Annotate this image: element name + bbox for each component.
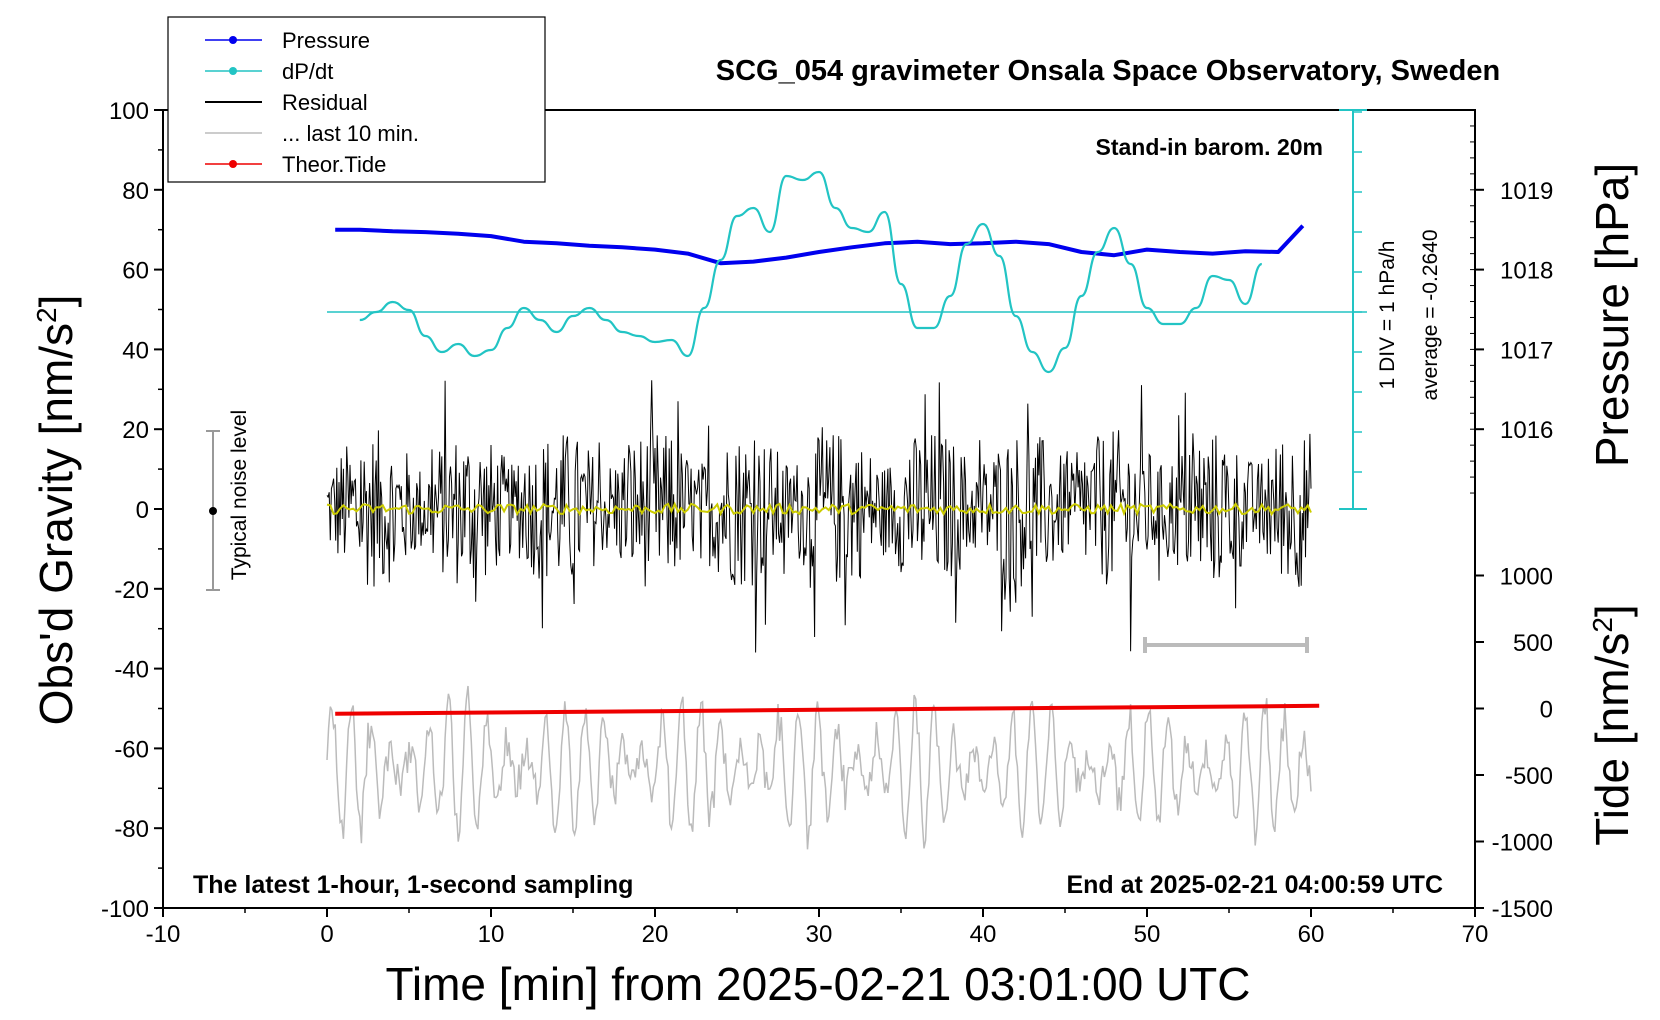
y-tick-label: 80 [122, 178, 149, 205]
pressure-tick-label: 1016 [1500, 417, 1553, 444]
legend-label: dP/dt [282, 59, 333, 84]
legend-label: ... last 10 min. [282, 121, 419, 146]
y-axis-pressure-label: Pressure [hPa] [1586, 163, 1638, 467]
chart-title: SCG_054 gravimeter Onsala Space Observat… [716, 55, 1500, 87]
x-axis: -10 0 10 20 30 40 50 60 70 [146, 908, 1489, 948]
tide-tick-label: 0 [1540, 697, 1553, 724]
tide-tick-label: -1000 [1492, 830, 1553, 857]
pressure-tick-label: 1017 [1500, 337, 1553, 364]
y-tick-label: -80 [114, 816, 149, 843]
tide-tick-label: -1500 [1492, 896, 1553, 923]
x-tick-label: 50 [1134, 921, 1161, 948]
pressure-tick-label: 1018 [1500, 258, 1553, 285]
smoothed-residual-line [326, 501, 1312, 517]
barometer-note: Stand-in barom. 20m [1096, 134, 1323, 160]
dpdt-scale [327, 109, 1367, 510]
noise-level-label: Typical noise level [228, 410, 251, 580]
y-tick-label: 100 [109, 98, 149, 125]
legend-label: Residual [282, 90, 368, 115]
x-tick-label: 20 [642, 921, 669, 948]
tide-tick-label: -500 [1505, 763, 1553, 790]
legend-marker [229, 160, 237, 168]
x-tick-label: 10 [478, 921, 505, 948]
y-tick-label: -60 [114, 736, 149, 763]
noise-level-marker [206, 430, 220, 591]
tide-tick-label: 1000 [1500, 564, 1553, 591]
x-tick-label: 70 [1462, 921, 1489, 948]
sampling-note: The latest 1-hour, 1-second sampling [193, 871, 633, 899]
y-axis-tide-label: Tide [nm/s2] [1586, 604, 1638, 845]
x-tick-label: -10 [146, 921, 181, 948]
pressure-line [335, 224, 1305, 266]
residual-line [326, 380, 1312, 653]
end-time-note: End at 2025-02-21 04:00:59 UTC [1066, 871, 1443, 899]
pressure-tick-label: 1019 [1500, 178, 1553, 205]
series-layer [326, 170, 1320, 850]
theoretical-tide-line [335, 703, 1320, 716]
gravity-axis: 100 80 60 40 20 0 -20 -40 -60 -80 -100 [101, 98, 163, 923]
legend-label: Pressure [282, 28, 370, 53]
tide-tick-label: 500 [1513, 630, 1553, 657]
y-tick-label: 60 [122, 258, 149, 285]
legend: Pressure dP/dt Residual ... last 10 min. The… [167, 16, 546, 183]
legend-label: Theor.Tide [282, 152, 386, 177]
div-label: 1 DIV = 1 hPa/h [1376, 241, 1399, 390]
y-tick-label: 40 [122, 337, 149, 364]
x-tick-label: 40 [970, 921, 997, 948]
y-tick-label: -100 [101, 896, 149, 923]
x-tick-label: 30 [806, 921, 833, 948]
legend-marker [229, 67, 237, 75]
dpdt-line [359, 170, 1263, 374]
y-tick-label: -20 [114, 577, 149, 604]
tide-axis: 1000 500 0 -500 -1000 -1500 [1475, 564, 1553, 923]
average-label: average = -0.2640 [1419, 229, 1442, 400]
x-tick-label: 0 [320, 921, 333, 948]
y-tick-label: -40 [114, 657, 149, 684]
legend-marker [229, 36, 237, 44]
y-tick-label: 20 [122, 417, 149, 444]
y-tick-label: 0 [136, 497, 149, 524]
x-axis-label: Time [min] from 2025-02-21 03:01:00 UTC [386, 958, 1251, 1010]
x-tick-label: 60 [1298, 921, 1325, 948]
last-10-min-line [326, 685, 1312, 850]
pressure-axis: 1019 1018 1017 1016 [1470, 125, 1553, 494]
last-10-min-bracket [1143, 637, 1309, 653]
y-axis-left-label: Obs'd Gravity [nm/s2] [30, 295, 82, 726]
